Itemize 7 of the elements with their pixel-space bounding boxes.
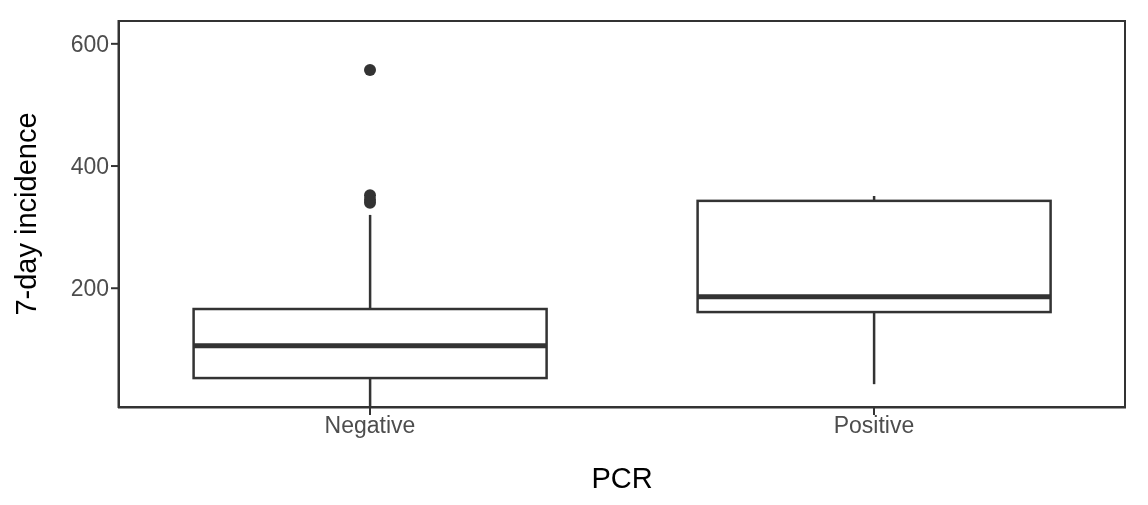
y-tick-label: 600 bbox=[70, 30, 109, 57]
y-tick-label: 400 bbox=[70, 153, 109, 180]
x-tick-label: Positive bbox=[833, 412, 915, 439]
x-tick-label: Negative bbox=[324, 412, 416, 439]
y-tick-label: 200 bbox=[70, 275, 109, 302]
y-axis-title: 7-day incidence bbox=[10, 112, 43, 316]
x-axis-title: PCR bbox=[591, 462, 653, 494]
